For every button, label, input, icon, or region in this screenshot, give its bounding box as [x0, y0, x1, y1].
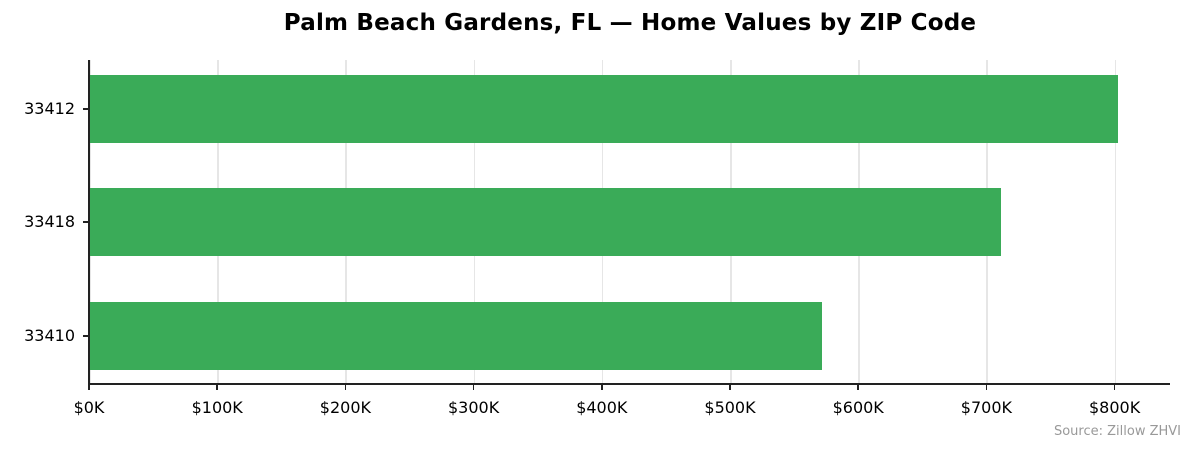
x-tick-label: $400K: [576, 398, 628, 417]
x-tick-label: $300K: [447, 398, 500, 417]
x-tick: [601, 384, 603, 390]
x-tick-label: $600K: [832, 398, 884, 417]
x-tick-label: $800K: [1088, 398, 1141, 417]
plot-area: [89, 60, 1170, 384]
gridline: [1114, 60, 1117, 384]
x-tick-label: $0K: [73, 398, 105, 417]
x-tick: [88, 384, 90, 390]
bar-33412[interactable]: [89, 75, 1119, 143]
x-tick: [472, 384, 475, 390]
x-tick: [985, 384, 988, 390]
x-tick: [857, 384, 859, 390]
y-tick-label: 33412: [24, 99, 75, 118]
y-tick: [83, 108, 89, 110]
y-tick-label: 33418: [24, 212, 75, 231]
y-tick-label: 33410: [24, 326, 75, 345]
x-tick-label: $100K: [191, 398, 243, 417]
source-note: Source: Zillow ZHVI: [1053, 424, 1181, 439]
x-tick: [344, 384, 347, 390]
x-tick: [1113, 384, 1116, 390]
y-tick: [83, 221, 89, 223]
x-tick: [729, 384, 731, 390]
x-tick: [216, 384, 218, 390]
x-axis-line: [88, 383, 1170, 385]
x-tick-label: $200K: [319, 398, 371, 417]
bar-33410[interactable]: [89, 302, 823, 370]
x-tick-label: $700K: [960, 398, 1012, 417]
bar-33418[interactable]: [89, 188, 1001, 256]
y-tick: [83, 335, 89, 337]
x-tick-label: $500K: [704, 398, 756, 417]
chart-title: Palm Beach Gardens, FL — Home Values by …: [283, 10, 977, 36]
